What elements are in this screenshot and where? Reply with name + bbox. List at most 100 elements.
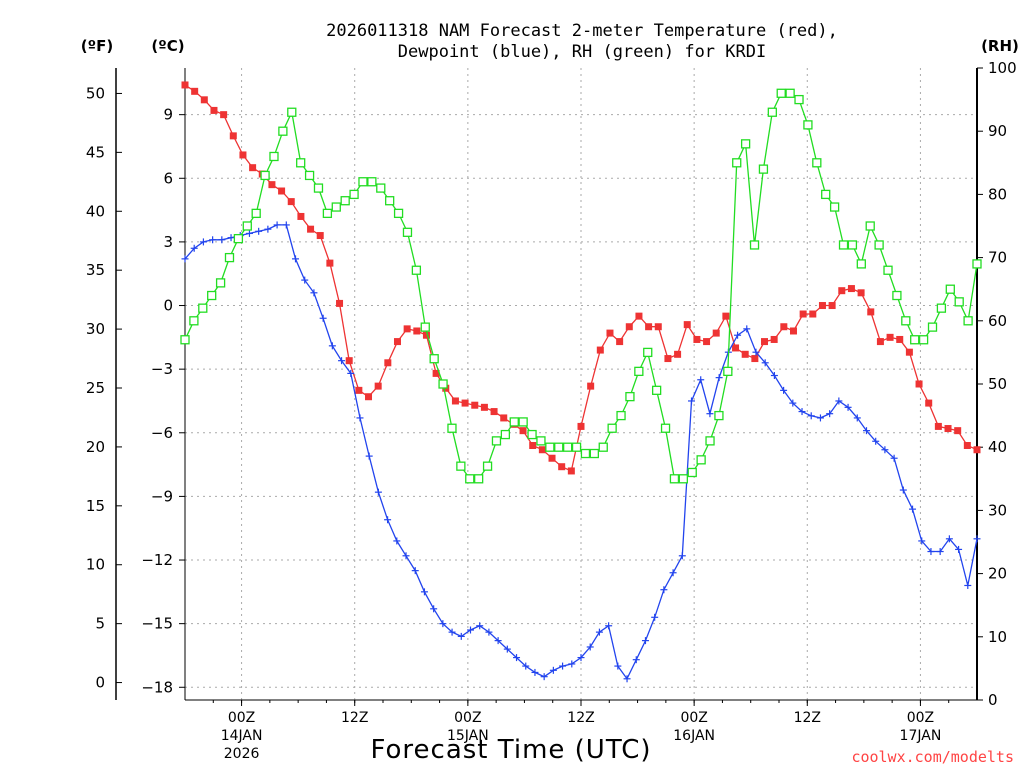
dewpoint-point [245,229,253,237]
temperature-point [432,369,440,377]
rh-point [474,474,484,484]
temperature-point [944,425,952,433]
dewpoint-point [835,397,843,405]
celsius-unit-label: (ºC) [151,37,184,55]
temperature-point [616,338,624,346]
dewpoint-point [623,675,631,683]
fahrenheit-tick-label: 45 [86,143,105,161]
dewpoint-point [310,289,318,297]
dewpoint-point [420,588,428,596]
temperature-point [577,422,585,430]
dewpoint-point [715,374,723,382]
rh-point [803,120,813,130]
dewpoint-point [338,357,346,365]
dewpoint-point [209,236,217,244]
rh-point [669,474,680,484]
dewpoint-point [531,668,539,676]
rh-point [215,278,226,288]
series-relative-humidity [180,88,982,484]
rh-point [705,436,715,446]
dewpoint-point [890,454,898,462]
rh-point [420,322,430,332]
rh-point [402,227,413,237]
celsius-tick-label: 9 [163,106,173,124]
rh-tick-label: 10 [988,628,1007,646]
rh-point [545,442,555,452]
temperature-point [268,181,276,189]
fahrenheit-tick-label: 25 [86,379,105,397]
temperature-point [287,198,295,206]
rh-point [331,202,341,212]
chart-title-line2: Dewpoint (blue), RH (green) for KRDI [398,42,766,62]
dewpoint-point [227,234,235,242]
rh-point [376,183,386,193]
temperature-point [606,329,614,337]
dewpoint-point [485,628,493,636]
rh-point [509,417,519,427]
dewpoint-point [697,376,705,384]
x-date-label: 15JAN [447,728,489,744]
rh-point [634,366,644,377]
rh-unit-label: (RH) [981,37,1019,55]
series-temperature [181,81,981,475]
dewpoint-point [282,221,290,229]
dewpoint-point [476,622,484,630]
temperature-point [712,329,720,337]
rh-point [296,158,306,168]
temperature-point [954,427,962,435]
dewpoint-point [973,535,981,543]
rh-point [233,233,244,244]
celsius-tick-label: −3 [151,360,173,378]
rh-point [616,410,626,421]
temperature-point [297,212,305,220]
dewpoint-point [706,410,714,418]
rh-tick-label: 60 [988,312,1007,330]
rh-point [856,259,866,269]
dewpoint-point [872,437,880,445]
dewpoint-point [586,643,594,651]
temperature-point [925,399,933,407]
fahrenheit-tick-label: 5 [95,615,105,633]
rh-point [482,461,493,471]
rh-point [207,290,217,301]
temperature-point [249,164,257,172]
rh-point [527,429,537,440]
temperature-point [461,399,469,407]
temperature-point [567,467,575,475]
dewpoint-point [393,537,401,545]
x-tick-label: 12Z [794,710,821,726]
rh-point [411,265,422,275]
dewpoint-point [457,632,465,640]
rh-point [927,322,938,332]
temperature-point [751,355,759,363]
chart-title-line1: 2026011318 NAM Forecast 2-meter Temperat… [326,21,838,41]
rh-point [883,265,893,275]
temperature-point [239,151,247,159]
temperature-point [200,96,208,104]
x-year-label: 2026 [224,746,260,762]
temperature-point [229,132,237,140]
temperature-point [934,422,942,430]
rh-point [269,151,279,162]
rh-point [794,94,804,105]
rh-point [571,442,582,452]
rh-point [278,126,288,136]
dewpoint-point [255,227,263,235]
dewpoint-point [918,537,926,545]
fahrenheit-tick-label: 40 [86,202,105,220]
rh-tick-label: 40 [988,438,1007,456]
temperature-point [345,357,353,365]
rh-point [465,474,475,484]
rh-point [812,158,822,168]
dewpoint-point [503,645,511,653]
rh-point [536,436,546,446]
temperature-point [654,323,662,331]
rh-tick-label: 50 [988,375,1007,393]
temperature-point [915,380,923,388]
rh-point [776,88,786,98]
temperature-point [336,299,344,307]
dewpoint-point [632,656,640,664]
rh-point [732,158,742,168]
celsius-tick-label: −15 [141,615,173,633]
rh-point [910,335,920,345]
